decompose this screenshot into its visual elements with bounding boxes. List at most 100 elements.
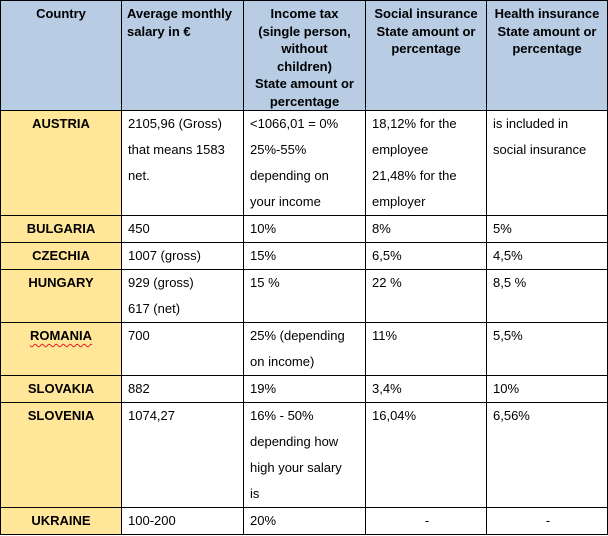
table-row: UKRAINE 100-200 20% - - [0, 507, 608, 535]
header-country-line: Country [36, 6, 86, 21]
social-insurance-cell-line: - [424, 513, 430, 528]
header-health-insurance-line: State amount or [497, 23, 597, 39]
social-insurance-cell-line: 21,48% for the [372, 168, 457, 183]
header-average-salary-line: salary in € [127, 23, 191, 39]
income-tax-cell-line: 19% [250, 381, 277, 396]
income-tax-cell-line: depending how [250, 434, 339, 449]
income-tax-cell-line: high your salary [250, 460, 342, 475]
salary-cell-line: 100-200 [128, 513, 176, 528]
table-row: CZECHIA 1007 (gross) 15% 6,5% 4,5% [0, 242, 608, 270]
country-cell: CZECHIA [0, 242, 122, 270]
country-name: ROMANIA [29, 328, 93, 343]
social-insurance-cell: 6,5% [365, 242, 487, 270]
salary-cell-line: 929 (gross) [128, 275, 194, 290]
header-health-insurance-line: Health insurance [494, 6, 600, 21]
salary-cell: 1074,27 [121, 402, 244, 508]
header-social-insurance-line: percentage [391, 41, 461, 56]
country-cell: ROMANIA [0, 322, 122, 376]
income-tax-cell: 15 % [243, 269, 366, 323]
header-health-insurance-line: percentage [512, 41, 582, 56]
social-insurance-cell: 18,12% for the employee 21,48% for the empl… [365, 110, 487, 216]
income-tax-cell-line: is [250, 486, 260, 501]
health-insurance-cell: 4,5% [486, 242, 608, 270]
salary-cell: 882 [121, 375, 244, 403]
social-insurance-cell: 3,4% [365, 375, 487, 403]
health-insurance-cell: 5% [486, 215, 608, 243]
income-tax-cell: 19% [243, 375, 366, 403]
health-insurance-cell: 8,5 % [486, 269, 608, 323]
income-tax-cell-line: 16% - 50% [250, 408, 314, 423]
salary-cell: 100-200 [121, 507, 244, 535]
table-row: SLOVAKIA 882 19% 3,4% 10% [0, 375, 608, 403]
income-tax-cell-line: on income) [250, 354, 315, 369]
social-insurance-cell-line: 18,12% for the [372, 116, 457, 131]
income-tax-cell: 16% - 50% depending how high your salary is [243, 402, 366, 508]
country-name: AUSTRIA [32, 116, 90, 131]
salary-cell-line: 1074,27 [128, 408, 175, 423]
header-income-tax-line: percentage [269, 93, 340, 109]
salary-cell: 929 (gross) 617 (net) [121, 269, 244, 323]
salary-cell-line: 1007 (gross) [128, 248, 201, 263]
salary-cell-line: 700 [128, 328, 150, 343]
income-tax-cell-line: 25%-55% [250, 142, 307, 157]
country-cell: UKRAINE [0, 507, 122, 535]
social-insurance-cell-line: employee [372, 142, 429, 157]
income-tax-cell-line: your income [250, 194, 321, 209]
health-insurance-cell: - [486, 507, 608, 535]
country-name: HUNGARY [28, 275, 94, 290]
table-row: ROMANIA 700 25% (depending on income) 11% 5,5… [0, 322, 608, 376]
country-cell: AUSTRIA [0, 110, 122, 216]
salary-cell: 450 [121, 215, 244, 243]
health-insurance-cell: 10% [486, 375, 608, 403]
salary-cell-line: 2105,96 (Gross) [128, 116, 222, 131]
country-cell: SLOVENIA [0, 402, 122, 508]
table-header: Country Average monthly salary in € Incom… [0, 0, 608, 111]
health-insurance-cell: 5,5% [486, 322, 608, 376]
income-tax-cell-line: 10% [250, 221, 277, 236]
header-average-salary: Average monthly salary in € [121, 0, 244, 111]
health-insurance-cell-line: 4,5% [493, 248, 523, 263]
health-insurance-cell: is included in social insurance [486, 110, 608, 216]
health-insurance-cell-line: social insurance [493, 142, 587, 157]
income-tax-cell: 20% [243, 507, 366, 535]
salary-cell-line: net. [128, 168, 150, 183]
header-income-tax-line: without [281, 41, 328, 56]
country-name: SLOVENIA [27, 408, 95, 423]
health-insurance-cell-line: is included in [493, 116, 569, 131]
salary-cell-line: that means 1583 [128, 142, 225, 157]
header-income-tax-line: State amount or [255, 76, 354, 91]
income-tax-cell-line: 20% [250, 513, 277, 528]
health-insurance-cell: 6,56% [486, 402, 608, 508]
country-cell: HUNGARY [0, 269, 122, 323]
income-tax-cell: 25% (depending on income) [243, 322, 366, 376]
header-income-tax-line: children) [277, 58, 332, 74]
social-insurance-cell: 16,04% [365, 402, 487, 508]
social-insurance-cell-line: 3,4% [372, 381, 402, 396]
table-row: HUNGARY 929 (gross) 617 (net) 15 % 22 % 8,5 % [0, 269, 608, 323]
social-insurance-cell: 8% [365, 215, 487, 243]
income-tax-cell-line: 15 % [250, 275, 280, 290]
salary-cell-line: 617 (net) [128, 301, 181, 316]
salary-cell: 1007 (gross) [121, 242, 244, 270]
header-social-insurance: Social insurance State amount or percentag… [365, 0, 487, 111]
header-average-salary-line: Average monthly [127, 6, 232, 21]
salary-cell: 700 [121, 322, 244, 376]
country-name: SLOVAKIA [27, 381, 95, 396]
health-insurance-cell-line: 5% [493, 221, 512, 236]
social-insurance-cell: 22 % [365, 269, 487, 323]
salary-cell-line: 450 [128, 221, 150, 236]
health-insurance-cell-line: - [545, 513, 551, 528]
social-insurance-cell-line: 11% [372, 328, 398, 343]
header-income-tax-line: (single person, [258, 23, 351, 39]
country-name: BULGARIA [26, 221, 96, 236]
income-tax-cell-line: 15% [250, 248, 277, 263]
table-body: AUSTRIA 2105,96 (Gross) that means 1583 net… [0, 110, 608, 535]
health-insurance-cell-line: 8,5 % [493, 275, 527, 290]
social-insurance-cell: - [365, 507, 487, 535]
social-insurance-cell-line: employer [372, 194, 426, 209]
social-insurance-cell: 11% [365, 322, 487, 376]
salary-cell-line: 882 [128, 381, 150, 396]
country-cell: SLOVAKIA [0, 375, 122, 403]
social-insurance-cell-line: 16,04% [372, 408, 417, 423]
